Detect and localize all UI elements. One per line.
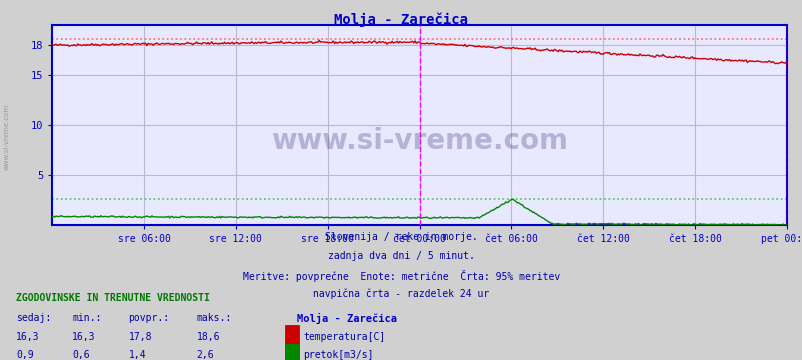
Text: zadnja dva dni / 5 minut.: zadnja dva dni / 5 minut. <box>328 251 474 261</box>
Text: 16,3: 16,3 <box>16 332 39 342</box>
Text: 16,3: 16,3 <box>72 332 95 342</box>
Text: pretok[m3/s]: pretok[m3/s] <box>303 350 374 360</box>
Text: navpična črta - razdelek 24 ur: navpična črta - razdelek 24 ur <box>313 288 489 299</box>
Text: 0,9: 0,9 <box>16 350 34 360</box>
Text: temperatura[C]: temperatura[C] <box>303 332 385 342</box>
Text: ZGODOVINSKE IN TRENUTNE VREDNOSTI: ZGODOVINSKE IN TRENUTNE VREDNOSTI <box>16 293 209 303</box>
Text: sedaj:: sedaj: <box>16 313 51 323</box>
Text: min.:: min.: <box>72 313 102 323</box>
Text: Molja - Zarečica: Molja - Zarečica <box>334 13 468 27</box>
Text: 18,6: 18,6 <box>196 332 220 342</box>
Text: Molja - Zarečica: Molja - Zarečica <box>297 313 397 324</box>
Text: 2,6: 2,6 <box>196 350 214 360</box>
Text: Meritve: povprečne  Enote: metrične  Črta: 95% meritev: Meritve: povprečne Enote: metrične Črta:… <box>242 270 560 282</box>
Text: 0,6: 0,6 <box>72 350 90 360</box>
Text: www.si-vreme.com: www.si-vreme.com <box>271 127 567 155</box>
Text: povpr.:: povpr.: <box>128 313 169 323</box>
Text: 1,4: 1,4 <box>128 350 146 360</box>
Text: 17,8: 17,8 <box>128 332 152 342</box>
Text: maks.:: maks.: <box>196 313 232 323</box>
Text: www.si-vreme.com: www.si-vreme.com <box>3 104 10 170</box>
Text: Slovenija / reke in morje.: Slovenija / reke in morje. <box>325 232 477 242</box>
